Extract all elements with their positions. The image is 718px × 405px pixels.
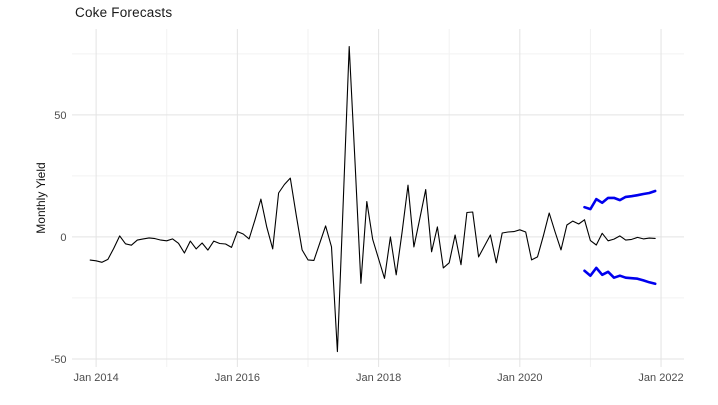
observed-line bbox=[89, 46, 586, 353]
forecast-mean-line bbox=[583, 219, 656, 246]
y-tick-label: 50 bbox=[54, 110, 66, 122]
forecast-upper-line bbox=[583, 189, 657, 211]
forecast-lower-line bbox=[583, 266, 657, 286]
y-tick-label: 0 bbox=[60, 232, 66, 244]
x-tick-label: Jan 2016 bbox=[215, 372, 260, 384]
x-tick-label: Jan 2018 bbox=[356, 372, 401, 384]
y-tick-label: -50 bbox=[51, 354, 67, 366]
x-tick-label: Jan 2022 bbox=[638, 372, 683, 384]
x-tick-label: Jan 2014 bbox=[73, 372, 118, 384]
chart-title: Coke Forecasts bbox=[75, 5, 173, 20]
x-tick-label: Jan 2020 bbox=[497, 372, 542, 384]
